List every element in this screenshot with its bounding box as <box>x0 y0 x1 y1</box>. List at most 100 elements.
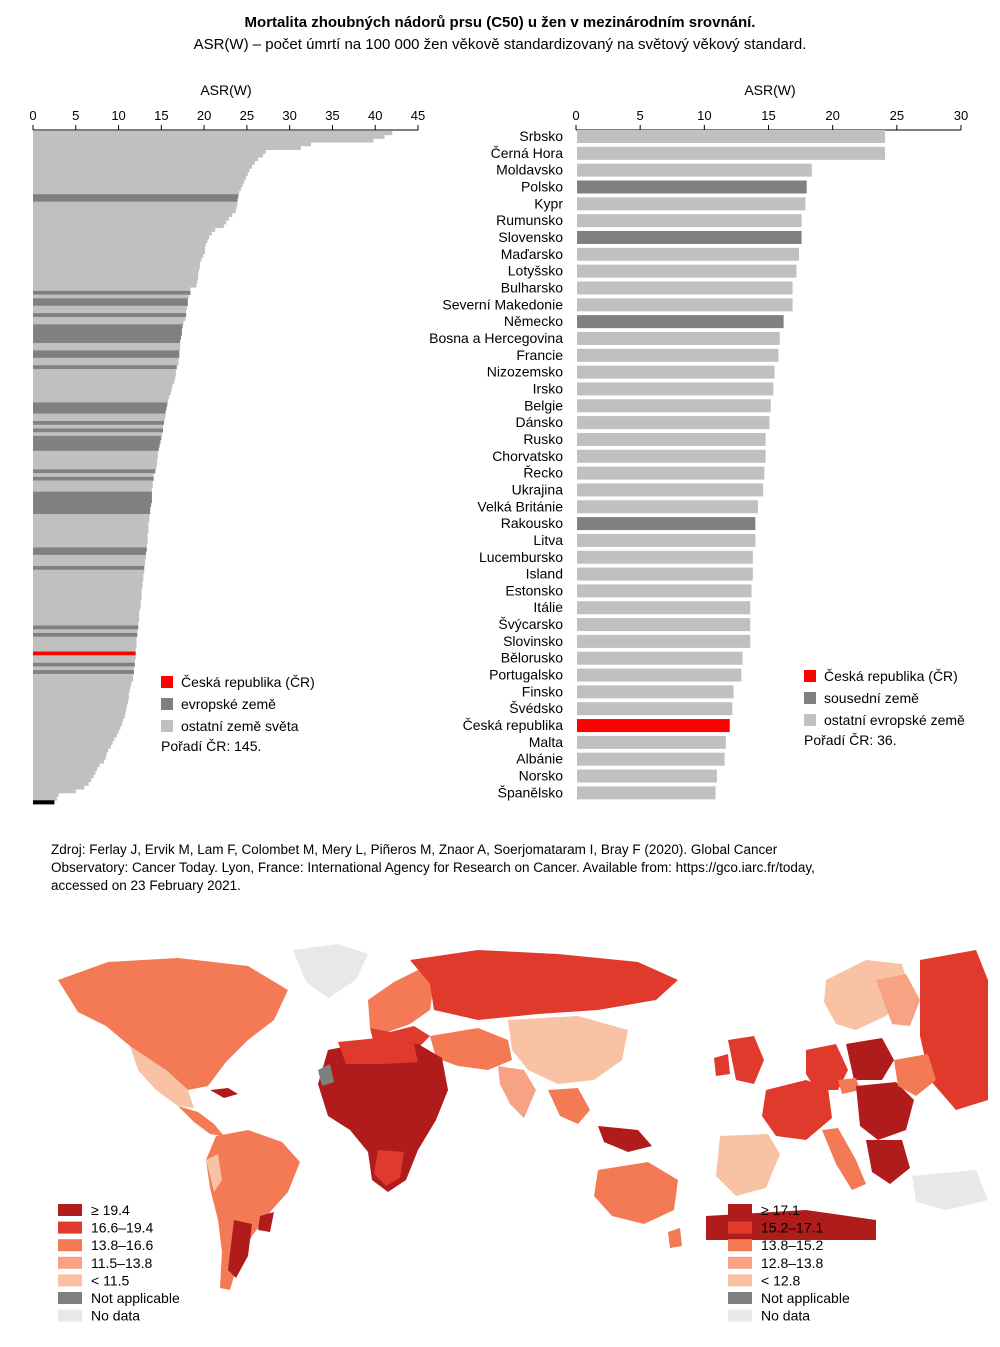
europe-bar <box>577 634 751 648</box>
map-region <box>318 1040 448 1192</box>
chart-title: Mortalita zhoubných nádorů prsu (C50) u … <box>244 14 756 31</box>
world-bar <box>33 339 181 344</box>
world-map: ≥ 19.4 16.6–19.413.8–16.6 11.5–13.8< 11.5 N… <box>58 944 682 1324</box>
world-bar <box>33 636 137 641</box>
map-region <box>318 1064 334 1086</box>
world-bar <box>33 606 140 612</box>
map-region <box>894 1054 936 1096</box>
world-bar <box>33 666 134 671</box>
world-bar <box>33 751 107 757</box>
world-bar <box>33 584 143 589</box>
map-legend-label: No data <box>761 1308 810 1324</box>
europe-category-label: Lotyšsko <box>508 263 563 279</box>
world-bar <box>33 595 142 600</box>
world-bar <box>33 662 135 667</box>
map-legend-label: 16.6–19.4 <box>91 1220 153 1236</box>
legend-swatch <box>804 714 816 726</box>
world-bar <box>33 737 115 742</box>
world-bar <box>33 168 250 173</box>
world-bar <box>33 209 236 214</box>
europe-bar <box>577 331 780 345</box>
world-bar <box>33 305 187 310</box>
europe-category-label: Španělsko <box>498 784 564 800</box>
map-legend-swatch <box>58 1221 82 1234</box>
world-bar <box>33 212 233 217</box>
europe-bars <box>577 130 885 800</box>
world-bar <box>33 506 151 511</box>
world-bar <box>33 272 199 277</box>
x-tick-label: 10 <box>111 108 125 123</box>
europe-category-label: Kypr <box>534 195 563 211</box>
europe-map: ≥ 17.1 15.2–17.113.8–15.2 12.8–13.8< 12.8 N… <box>706 950 988 1324</box>
map-region <box>293 944 368 998</box>
world-bar <box>33 748 109 753</box>
map-legend-swatch <box>728 1256 752 1269</box>
map-legend-label: 13.8–15.2 <box>761 1237 823 1253</box>
europe-category-label: Švédsko <box>509 700 563 716</box>
map-region <box>430 1028 512 1070</box>
map-region <box>806 1044 848 1090</box>
legend-label: evropské země <box>181 696 276 712</box>
world-bar <box>33 246 205 251</box>
world-bar <box>33 499 152 504</box>
world-bar <box>33 223 224 229</box>
world-bar <box>33 268 199 273</box>
map-region <box>912 1170 988 1210</box>
europe-category-label: Česká republika <box>463 717 564 733</box>
legend-label: Česká republika (ČR) <box>824 668 958 684</box>
europe-bar <box>577 130 885 143</box>
x-tick-label: 0 <box>29 108 36 123</box>
world-bar <box>33 658 135 664</box>
map-region <box>374 1150 404 1186</box>
europe-category-label: Itálie <box>533 599 563 615</box>
europe-category-label: Srbsko <box>519 128 563 144</box>
world-bar <box>33 346 181 351</box>
europe-bar <box>577 163 812 177</box>
world-legend: Česká republika (ČR) evropské země ostatní… <box>161 674 315 754</box>
x-tick-label: 30 <box>954 108 968 123</box>
europe-bar <box>577 550 753 564</box>
world-bar <box>33 677 134 682</box>
world-bar <box>33 510 151 515</box>
world-bar <box>33 454 158 459</box>
world-bar <box>33 160 255 165</box>
world-bar <box>33 740 113 745</box>
map-legend-swatch <box>728 1292 752 1304</box>
map-legend-label: No data <box>91 1308 140 1324</box>
europe-bar <box>577 315 784 329</box>
world-bar <box>33 435 162 441</box>
map-region <box>548 1088 590 1124</box>
europe-bar <box>577 264 797 278</box>
europe-bar <box>577 146 885 160</box>
europe-category-label: Island <box>526 566 563 582</box>
europe-category-label: Bosna a Hercegovina <box>429 330 563 346</box>
world-bar <box>33 324 183 329</box>
map-region <box>598 1126 652 1152</box>
world-map-shapes <box>58 944 682 1290</box>
europe-bar <box>577 567 753 581</box>
world-bar <box>33 525 149 530</box>
europe-bar <box>577 483 764 497</box>
europe-category-label: Lucembursko <box>479 549 563 565</box>
world-bar <box>33 249 205 255</box>
world-bar <box>33 725 121 731</box>
world-bar <box>33 733 117 738</box>
world-bar <box>33 465 157 470</box>
world-bar <box>33 703 128 708</box>
map-region <box>856 1082 914 1140</box>
map-region <box>866 1140 910 1184</box>
map-legend-swatch <box>728 1221 752 1234</box>
world-bar <box>33 618 140 623</box>
map-region <box>410 950 678 1020</box>
map-legend-swatch <box>58 1309 82 1322</box>
world-bar <box>33 331 182 336</box>
europe-category-label: Belgie <box>524 397 563 413</box>
source-line: Observatory: Cancer Today. Lyon, France:… <box>51 860 815 875</box>
world-bar <box>33 495 152 500</box>
map-region <box>178 1106 224 1136</box>
world-bar <box>33 777 92 783</box>
world-bar <box>33 368 176 374</box>
world-bar <box>33 685 131 690</box>
world-bar <box>33 699 128 705</box>
